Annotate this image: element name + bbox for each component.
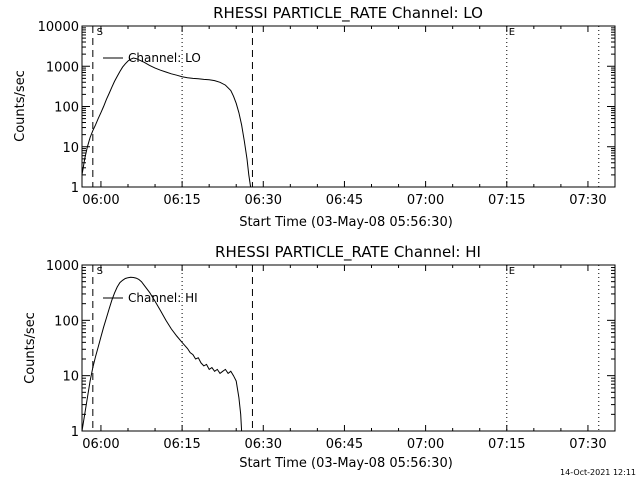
lo-marker-s: S [97,27,103,38]
hi-x-tick-label-5: 07:15 [488,437,525,452]
hi-x-tick-label-3: 06:45 [326,437,363,452]
lo-x-tick-label-0: 06:00 [82,193,119,208]
hi-x-tick-label-4: 07:00 [407,437,444,452]
lo-vertical-lines [92,26,600,187]
hi-series [81,276,243,432]
hi-y-axis-label: Counts/sec [23,312,38,384]
lo-channel-panel: RHESSI PARTICLE_RATE Channel: LO Counts/… [13,4,616,230]
lo-x-tick-label-3: 06:45 [326,193,363,208]
hi-legend-label: Channel: HI [128,291,198,305]
hi-x-tick-label-6: 07:30 [569,437,606,452]
hi-series-line [81,276,243,432]
hi-marker-s: S [97,266,103,277]
lo-legend: Channel: LO [103,51,201,65]
lo-series-line [81,57,252,188]
hi-vertical-lines [92,265,600,431]
hi-y-tick-label-3: 1000 [46,259,79,274]
lo-legend-label: Channel: LO [128,51,201,65]
hi-x-tick-label-2: 06:30 [245,437,282,452]
hi-x-tick-label-1: 06:15 [163,437,200,452]
hi-ticks: 06:00 06:15 06:30 06:45 07:00 07:15 07:30 1 10 10… [46,259,616,452]
footer-timestamp: 14-Oct-2021 12:11 [560,468,636,477]
lo-y-axis-label: Counts/sec [13,70,28,142]
lo-x-tick-label-5: 07:15 [488,193,525,208]
lo-chart-title: RHESSI PARTICLE_RATE Channel: LO [213,4,483,23]
lo-y-tick-label-1: 10 [62,141,79,156]
hi-chart-title: RHESSI PARTICLE_RATE Channel: HI [215,243,481,262]
hi-y-tick-label-0: 1 [71,425,79,440]
lo-x-tick-label-1: 06:15 [163,193,200,208]
hi-x-tick-label-0: 06:00 [82,437,119,452]
hi-plot-frame [81,264,616,432]
lo-marker-e: E [509,27,515,38]
hi-y-tick-label-1: 10 [62,370,79,385]
lo-y-tick-label-3: 1000 [46,60,79,75]
lo-series [81,57,252,188]
lo-x-axis-label: Start Time (03-May-08 05:56:30) [239,215,453,230]
lo-ticks: 06:00 06:15 06:30 06:45 07:00 07:15 07:30 1 10 10… [38,20,616,208]
lo-x-tick-label-6: 07:30 [569,193,606,208]
lo-x-tick-label-4: 07:00 [407,193,444,208]
hi-y-tick-label-2: 100 [54,314,79,329]
hi-legend: Channel: HI [103,291,198,305]
lo-y-tick-label-0: 1 [71,181,79,196]
hi-channel-panel: RHESSI PARTICLE_RATE Channel: HI Counts/… [23,243,616,471]
lo-y-tick-label-4: 10000 [38,20,79,35]
hi-x-axis-label: Start Time (03-May-08 05:56:30) [239,456,453,471]
hi-marker-e: E [509,266,515,277]
lo-y-tick-label-2: 100 [54,101,79,116]
lo-x-tick-label-2: 06:30 [245,193,282,208]
